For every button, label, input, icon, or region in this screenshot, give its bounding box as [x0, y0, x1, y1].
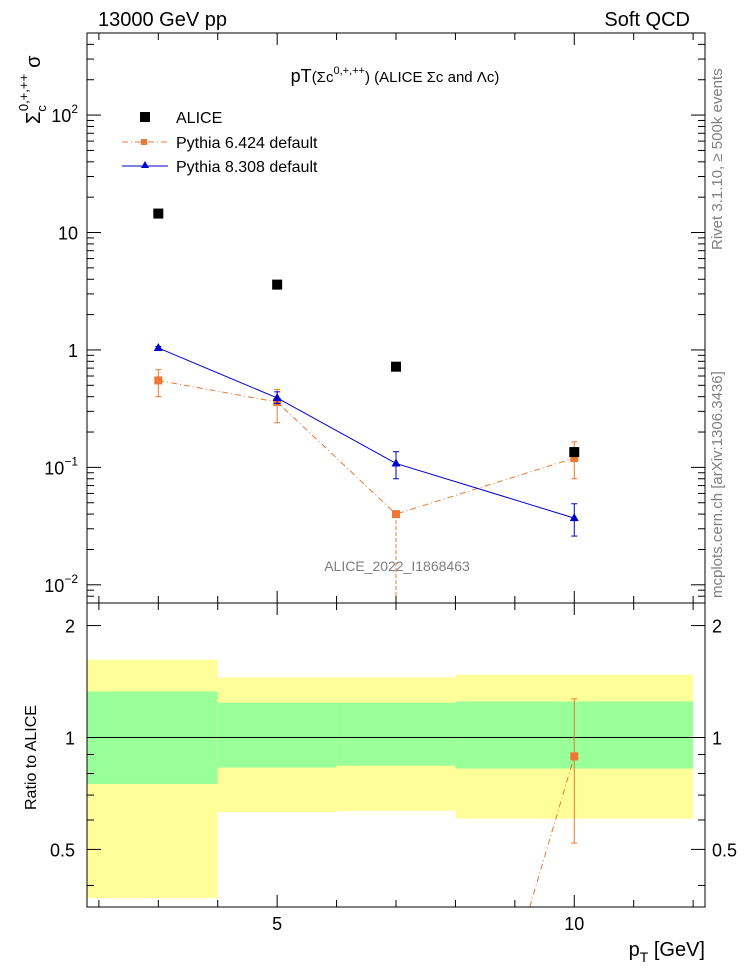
y-tick-label-base-4: 10	[44, 576, 64, 596]
legend-label-pythia8: Pythia 8.308 default	[176, 159, 318, 176]
ratio-y-tick-label-left-2: 0.5	[50, 840, 75, 860]
y-tick-label-1: 10	[58, 224, 78, 244]
alice-point-0	[153, 208, 164, 219]
chart-title: pT(Σc0,+,++) (ALICE Σc and Λc)	[291, 65, 500, 86]
y-tick-label-2: 1	[68, 341, 78, 361]
y-axis-label-sup: 0,+,++	[16, 74, 31, 111]
ratio-y-tick-label-right-0: 2	[712, 617, 722, 637]
pythia6-point-0	[154, 376, 163, 385]
y-tick-label-base-2: 1	[68, 341, 78, 361]
legend: ALICE Pythia 6.424 default Pythia 8.308 …	[122, 110, 318, 176]
alice-point-1	[272, 279, 283, 290]
legend-marker-alice	[140, 112, 150, 122]
ratio-y-tick-label-left-0: 2	[65, 617, 75, 637]
y-tick-label-base-3: 10	[44, 458, 64, 478]
pythia6-point-3	[570, 454, 579, 463]
x-tick-label-10: 10	[564, 914, 584, 934]
ratio-band-green-1	[217, 702, 337, 768]
legend-marker-pythia6	[141, 139, 147, 145]
ratio-band-green-2	[336, 702, 456, 766]
y-axis-label-main: Σ	[23, 112, 45, 124]
pythia6-point-2	[392, 510, 400, 519]
y-tick-label-base-0: 10	[51, 106, 71, 126]
y-tick-label-exp-4: −2	[64, 572, 78, 586]
ratio-y-tick-label-right-1: 1	[712, 728, 722, 748]
chart-title-tail: ) (ALICE Σc and Λc)	[365, 69, 499, 86]
rivet-note: Rivet 3.1.10, ≥ 500k events	[709, 68, 726, 250]
pythia8-point-3	[569, 513, 579, 522]
x-axis-label-main: p	[629, 939, 640, 961]
alice-point-2	[391, 361, 401, 372]
main-panel	[153, 208, 580, 603]
y-tick-label-3: 10−1	[44, 454, 78, 478]
y-tick-label-exp-3: −1	[64, 454, 78, 468]
x-axis-label-tail: [GeV]	[648, 939, 705, 961]
x-tick-label-5: 5	[272, 914, 282, 934]
analysis-watermark: ALICE_2022_I1868463	[324, 558, 470, 574]
legend-marker-pythia8	[141, 161, 149, 168]
x-axis-label-sub: T	[640, 949, 649, 965]
mcplots-note: mcplots.cern.ch [arXiv:1306.3436]	[709, 371, 726, 598]
ratio-y-tick-label-left-1: 1	[65, 728, 75, 748]
legend-label-pythia6: Pythia 6.424 default	[176, 135, 318, 152]
pythia8-line	[158, 347, 575, 519]
chart-title-main: pT	[291, 66, 312, 86]
header-left: 13000 GeV pp	[98, 9, 227, 31]
pythia8-point-2	[391, 458, 401, 467]
y-tick-label-exp-0: 2	[71, 102, 78, 116]
header-right: Soft QCD	[604, 9, 690, 31]
x-axis-label: pT [GeV]	[629, 939, 705, 965]
y-tick-label-4: 10−2	[44, 572, 78, 596]
ratio-pythia6-point	[570, 752, 579, 761]
y-tick-label-base-1: 10	[58, 224, 78, 244]
chart-title-sub: (Σc	[312, 69, 334, 86]
alice-point-3	[569, 447, 580, 458]
y-axis-label-tail: σ	[23, 55, 45, 68]
ratio-y-tick-label-right-2: 0.5	[712, 840, 737, 860]
pythia8-point-1	[272, 392, 282, 401]
y-axis-label: Σc0,+,++ σ	[16, 55, 49, 124]
y-tick-label-0: 102	[51, 102, 78, 126]
ratio-panel	[87, 659, 705, 908]
pythia8-point-0	[153, 342, 163, 351]
legend-label-alice: ALICE	[176, 110, 222, 127]
ratio-y-axis-label: Ratio to ALICE	[23, 705, 40, 810]
y-axis-label-sub: c	[34, 105, 49, 112]
pythia6-line	[158, 379, 575, 515]
ratio-pythia6-line	[529, 756, 575, 908]
chart-title-sup: 0,+,++	[333, 65, 365, 77]
